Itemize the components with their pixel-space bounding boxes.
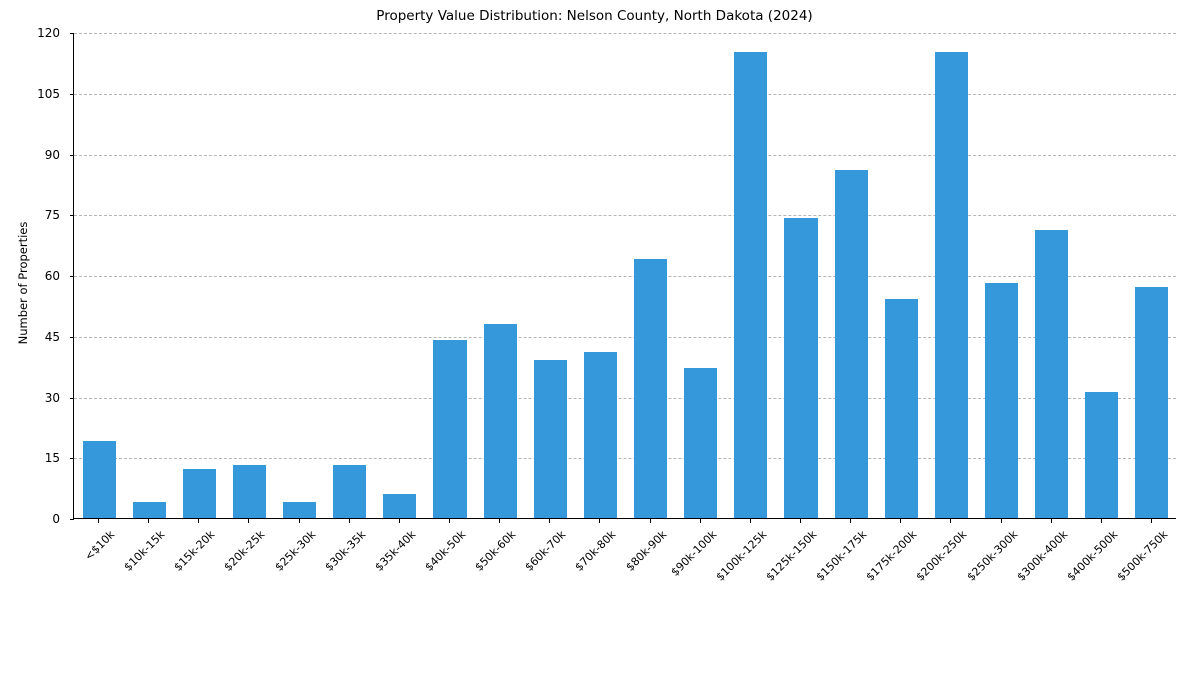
y-axis-label: Number of Properties <box>16 221 30 345</box>
x-tick-mark <box>348 519 350 523</box>
bar <box>834 169 868 518</box>
x-tick-mark <box>649 519 651 523</box>
x-tick-mark <box>148 519 150 523</box>
x-tick-mark <box>1150 519 1152 523</box>
chart-figure: Property Value Distribution: Nelson Coun… <box>16 8 1176 584</box>
x-tick-mark <box>699 519 701 523</box>
y-tick-label: 30 <box>44 390 60 405</box>
y-tick-mark <box>69 519 74 520</box>
bar <box>1085 392 1119 518</box>
y-tick-label: 0 <box>52 512 60 526</box>
bar <box>82 441 116 518</box>
bar <box>283 501 317 518</box>
x-tick-mark <box>248 519 250 523</box>
y-tick-label: 15 <box>44 451 60 466</box>
x-tick-mark <box>1050 519 1052 523</box>
bar <box>182 469 216 518</box>
bar <box>232 465 266 518</box>
bars-layer <box>74 33 1176 518</box>
x-tick-mark <box>1100 519 1102 523</box>
bar <box>634 258 668 518</box>
y-tick-label: 105 <box>37 86 60 101</box>
x-tick-mark <box>499 519 501 523</box>
bar <box>533 360 567 518</box>
bar <box>383 493 417 518</box>
bar <box>684 368 718 518</box>
x-tick-mark <box>599 519 601 523</box>
bar <box>1135 287 1169 518</box>
bar <box>132 501 166 518</box>
y-tick-label: 120 <box>37 26 60 40</box>
bar <box>884 299 918 518</box>
chart-title: Property Value Distribution: Nelson Coun… <box>376 8 813 24</box>
x-tick-mark <box>549 519 551 523</box>
x-tick-mark <box>98 519 100 523</box>
bar <box>583 351 617 518</box>
bar <box>433 339 467 518</box>
bar <box>333 465 367 518</box>
bar <box>483 323 517 518</box>
bar <box>1035 230 1069 518</box>
bar <box>734 52 768 518</box>
plot-area <box>73 33 1176 519</box>
bar <box>934 52 968 518</box>
x-tick-mark <box>398 519 400 523</box>
x-tick-mark <box>799 519 801 523</box>
x-tick-mark <box>298 519 300 523</box>
bar <box>784 218 818 518</box>
x-tick-mark <box>749 519 751 523</box>
x-tick-mark <box>950 519 952 523</box>
x-tick-mark <box>1000 519 1002 523</box>
x-tick-mark <box>850 519 852 523</box>
x-tick-mark <box>449 519 451 523</box>
x-tick-mark <box>198 519 200 523</box>
bar <box>984 283 1019 518</box>
y-tick-label: 90 <box>44 147 60 162</box>
x-tick-mark <box>900 519 902 523</box>
